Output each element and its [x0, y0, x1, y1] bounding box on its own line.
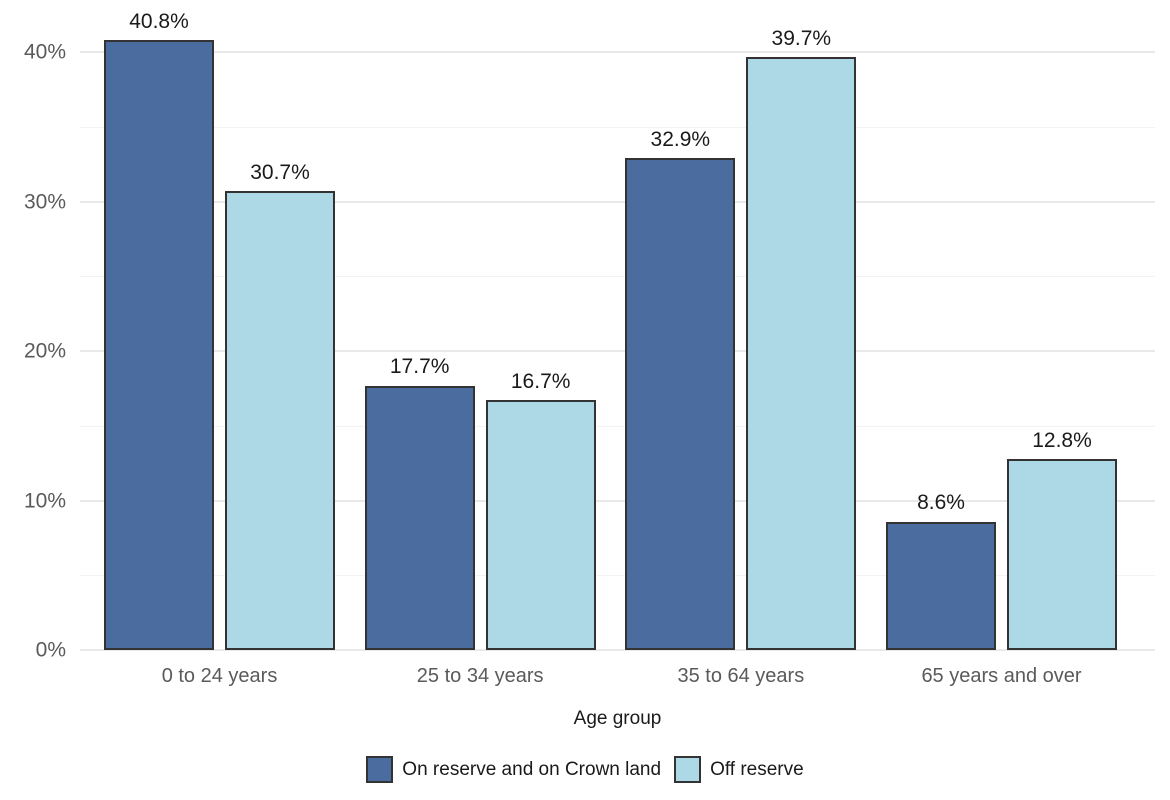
bar-slot: 40.8%: [104, 0, 214, 650]
bar-value-label: 40.8%: [129, 10, 189, 34]
bar-value-label: 30.7%: [250, 161, 310, 185]
y-tick-label: 30%: [23, 190, 66, 214]
y-tick-label: 40%: [23, 40, 66, 64]
bar: [625, 158, 736, 650]
plot-area: 40.8% 30.7% 0 to 24 years 17.7% 16.7% 25 to 3…: [80, 0, 1155, 687]
bar-group: 40.8% 30.7%: [104, 0, 335, 650]
gridline-major: [80, 350, 1155, 353]
x-axis-title: Age group: [573, 708, 662, 729]
y-tick-label: 0%: [35, 638, 66, 662]
bar: [1007, 458, 1117, 650]
bar-group: 8.6% 12.8%: [886, 0, 1117, 650]
gridline-major: [80, 649, 1155, 651]
y-tick-label: 20%: [23, 339, 66, 363]
bar-slot: 30.7%: [225, 0, 335, 650]
x-tick-label: 0 to 24 years: [161, 665, 278, 687]
gridline-minor: [80, 127, 1155, 128]
bar-value-label: 32.9%: [650, 128, 711, 152]
bar-value-label: 17.7%: [389, 355, 450, 379]
gridline-minor: [80, 276, 1155, 278]
x-tick-label: 65 years and over: [921, 665, 1082, 687]
bar-value-label: 39.7%: [771, 26, 832, 50]
bar: [225, 191, 335, 650]
x-tick-label: 35 to 64 years: [677, 665, 805, 687]
legend-swatch: [366, 756, 394, 783]
bar-slot: 17.7%: [364, 0, 475, 650]
bar: [746, 56, 857, 650]
y-axis: 0% 10% 20% 30% 40%: [0, 0, 66, 661]
bar: [364, 385, 475, 650]
y-tick-label: 10%: [23, 489, 66, 513]
gridline-major: [80, 200, 1155, 203]
bar-group: 17.7% 16.7%: [364, 0, 596, 650]
bar-value-label: 16.7%: [510, 370, 571, 394]
bar: [104, 40, 214, 650]
bar-slot: 16.7%: [485, 0, 596, 650]
bar-value-label: 8.6%: [917, 491, 965, 515]
legend-label: On reserve and on Crown land: [402, 759, 662, 780]
bar: [886, 521, 996, 650]
legend-swatch: [674, 756, 702, 783]
legend-item: Off reserve: [674, 756, 804, 783]
bar-value-label: 12.8%: [1032, 428, 1092, 452]
legend: On reserve and on Crown land Off reserve: [0, 756, 1170, 783]
gridline-minor: [80, 575, 1155, 577]
bar: [485, 400, 596, 650]
x-tick-label: 25 to 34 years: [416, 665, 544, 687]
bar-group: 32.9% 39.7%: [625, 0, 857, 650]
bar-slot: 8.6%: [886, 0, 996, 650]
gridline-major: [80, 499, 1155, 502]
bar-slot: 12.8%: [1007, 0, 1117, 650]
gridline-minor: [80, 425, 1155, 427]
bar-slot: 32.9%: [625, 0, 736, 650]
legend-item: On reserve and on Crown land: [366, 756, 661, 783]
legend-label: Off reserve: [710, 759, 804, 780]
bar-slot: 39.7%: [746, 0, 857, 650]
gridline-major: [80, 51, 1155, 54]
